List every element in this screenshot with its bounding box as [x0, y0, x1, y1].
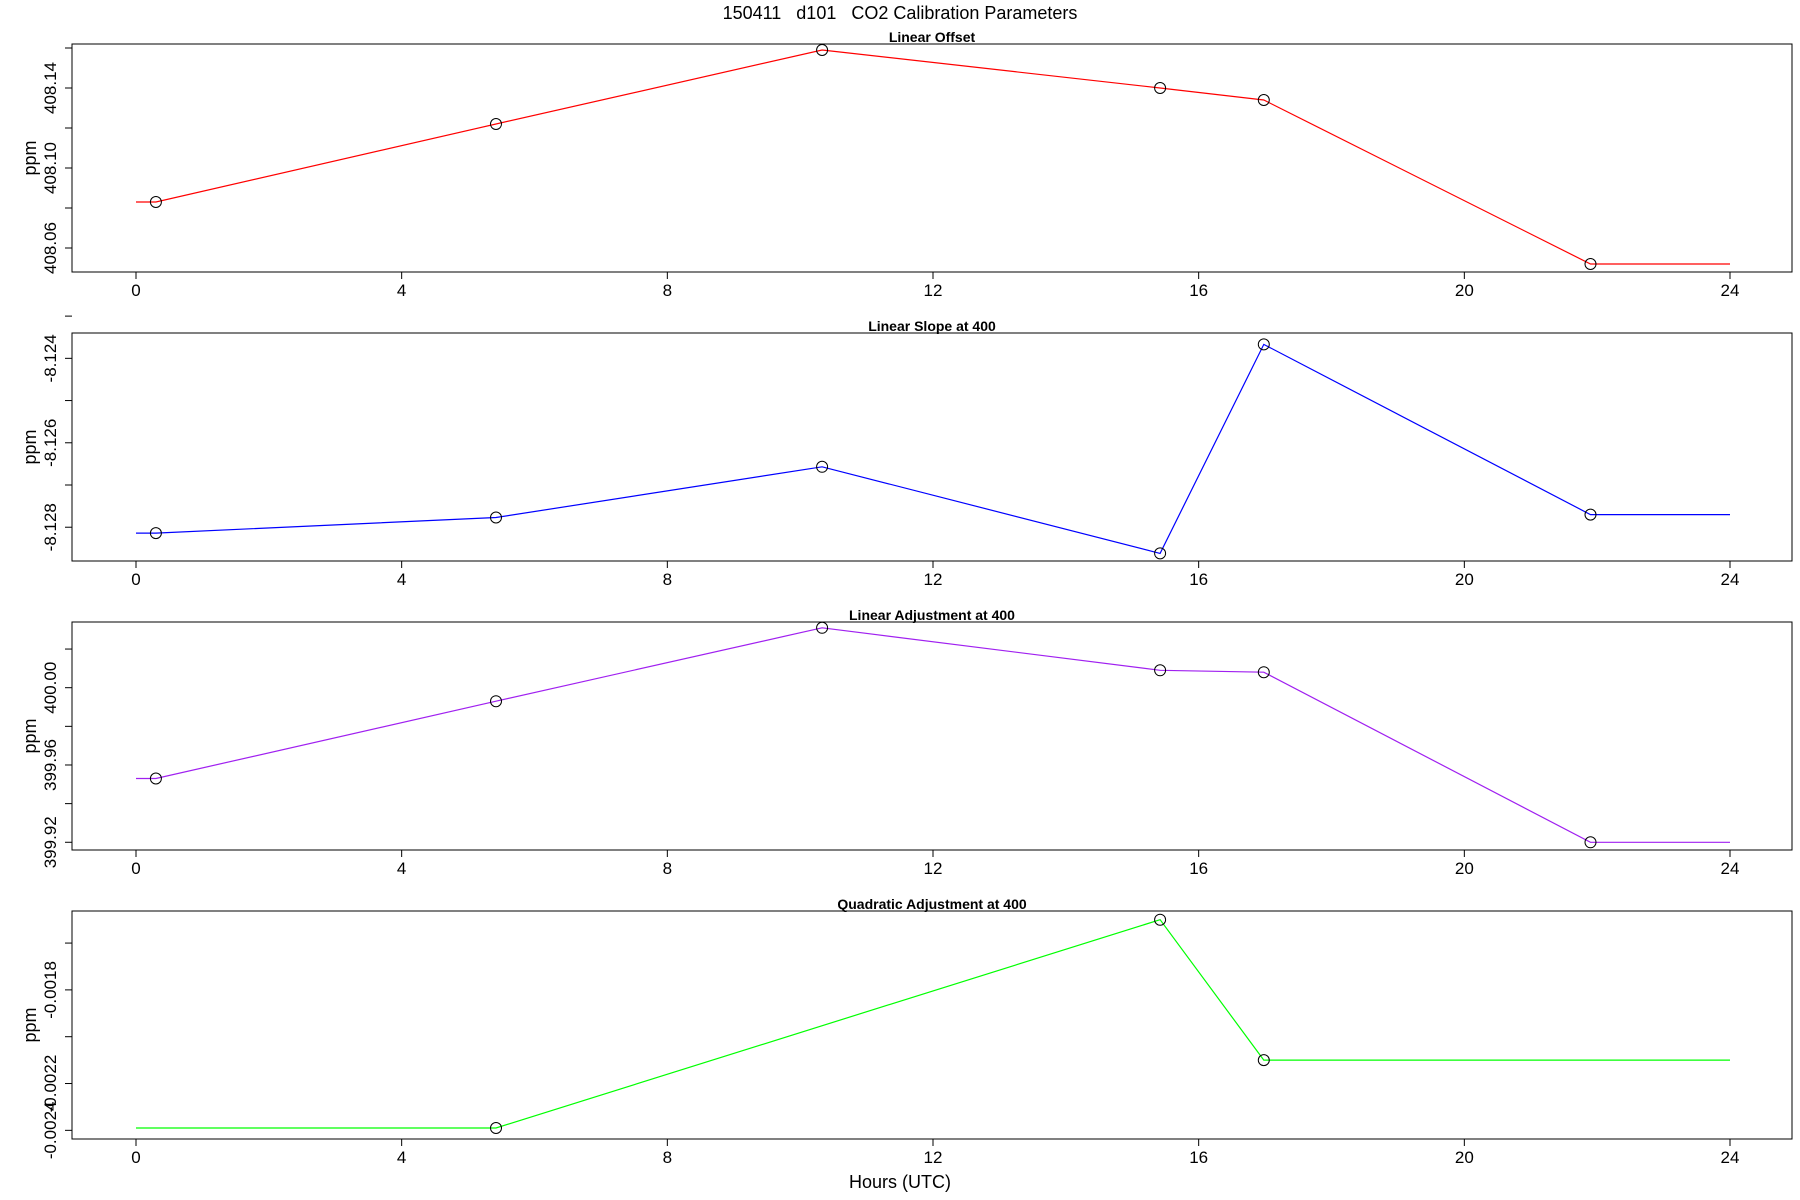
y-tick-label: 408.14 — [41, 62, 60, 114]
y-axis-label: ppm — [20, 429, 40, 464]
x-tick-label: 0 — [131, 859, 140, 878]
x-tick-label: 4 — [397, 1148, 406, 1167]
y-tick-label: -0.0022 — [41, 1055, 60, 1113]
x-tick-label: 16 — [1189, 281, 1208, 300]
x-tick-label: 16 — [1189, 859, 1208, 878]
data-point — [1257, 338, 1270, 351]
data-point — [1257, 94, 1270, 106]
series-line — [136, 49, 1730, 265]
y-tick-label: -8.128 — [41, 503, 60, 551]
y-tick-label: 399.96 — [41, 739, 60, 791]
x-tick-label: 4 — [397, 570, 406, 589]
panel-title: Linear Offset — [889, 29, 976, 45]
data-point — [816, 621, 829, 634]
y-tick-label: 408.10 — [41, 142, 60, 194]
chart-panel: Linear Slope at 400 ppm 0 4 8 12 16 20 24 -8.128 -… — [20, 315, 1793, 589]
y-tick-label: 400.00 — [41, 662, 60, 714]
plot-frame — [71, 43, 1793, 273]
plot-frame — [71, 910, 1793, 1140]
data-point — [490, 511, 502, 524]
x-axis-label: Hours (UTC) — [849, 1172, 951, 1192]
chart-panel: Linear Adjustment at 400 ppm 0 4 8 12 16 20 24 39… — [20, 607, 1793, 878]
data-point — [1584, 258, 1597, 270]
x-tick-label: 16 — [1189, 570, 1208, 589]
data-point — [1154, 913, 1167, 926]
data-point — [1154, 664, 1167, 677]
x-tick-label: 8 — [663, 859, 672, 878]
y-tick-label: -0.0024 — [41, 1102, 60, 1160]
series-line — [136, 627, 1730, 843]
series-line — [136, 918, 1730, 1129]
data-point — [1584, 836, 1597, 849]
data-point — [1257, 1054, 1270, 1067]
y-axis-label: ppm — [20, 718, 40, 753]
panel-title: Linear Slope at 400 — [868, 318, 996, 334]
x-tick-label: 24 — [1721, 1148, 1740, 1167]
x-tick-label: 0 — [131, 570, 140, 589]
data-point — [1257, 666, 1270, 679]
x-tick-label: 8 — [663, 570, 672, 589]
x-tick-label: 8 — [663, 1148, 672, 1167]
y-tick-label: 408.06 — [41, 222, 60, 274]
y-tick-label: 399.92 — [41, 816, 60, 868]
chart-panel: Quadratic Adjustment at 400 ppm 0 4 8 12 16 20 2… — [20, 896, 1793, 1167]
data-point — [149, 772, 162, 785]
series-line — [136, 343, 1730, 555]
x-tick-label: 12 — [924, 281, 943, 300]
x-tick-label: 20 — [1455, 570, 1474, 589]
y-tick-label: -8.124 — [41, 334, 60, 382]
plot-frame — [71, 332, 1793, 562]
x-tick-label: 20 — [1455, 859, 1474, 878]
data-point — [1154, 82, 1167, 94]
data-point — [490, 1122, 502, 1134]
x-tick-label: 24 — [1721, 570, 1740, 589]
x-tick-label: 4 — [397, 859, 406, 878]
data-point — [1584, 508, 1597, 521]
data-point — [490, 695, 502, 708]
y-axis-label: ppm — [20, 1007, 40, 1042]
x-tick-label: 8 — [663, 281, 672, 300]
x-tick-label: 16 — [1189, 1148, 1208, 1167]
x-tick-label: 0 — [131, 1148, 140, 1167]
x-tick-label: 24 — [1721, 859, 1740, 878]
data-point — [149, 527, 162, 540]
x-tick-label: 4 — [397, 281, 406, 300]
x-tick-label: 12 — [924, 570, 943, 589]
y-tick-label: -8.126 — [41, 419, 60, 467]
x-tick-label: 0 — [131, 281, 140, 300]
y-tick-label: -0.0018 — [41, 961, 60, 1019]
plot-frame — [71, 621, 1793, 851]
data-point — [149, 196, 162, 208]
data-point — [490, 118, 502, 130]
x-tick-label: 12 — [924, 1148, 943, 1167]
x-tick-label: 12 — [924, 859, 943, 878]
figure-title: 150411 d101 CO2 Calibration Parameters — [723, 3, 1078, 23]
chart-panel: Linear Offset ppm 0 4 8 12 16 20 24 408.06 408.10 4… — [20, 29, 1793, 300]
panel-title: Quadratic Adjustment at 400 — [837, 896, 1027, 912]
x-tick-label: 24 — [1721, 281, 1740, 300]
data-point — [816, 44, 829, 56]
data-point — [816, 460, 829, 473]
y-axis-label: ppm — [20, 140, 40, 175]
x-tick-label: 20 — [1455, 281, 1474, 300]
chart-panels: Linear Offset ppm 0 4 8 12 16 20 24 408.06 408.10 4… — [20, 29, 1793, 1167]
x-tick-label: 20 — [1455, 1148, 1474, 1167]
panel-title: Linear Adjustment at 400 — [849, 607, 1015, 623]
data-point — [1154, 547, 1167, 560]
